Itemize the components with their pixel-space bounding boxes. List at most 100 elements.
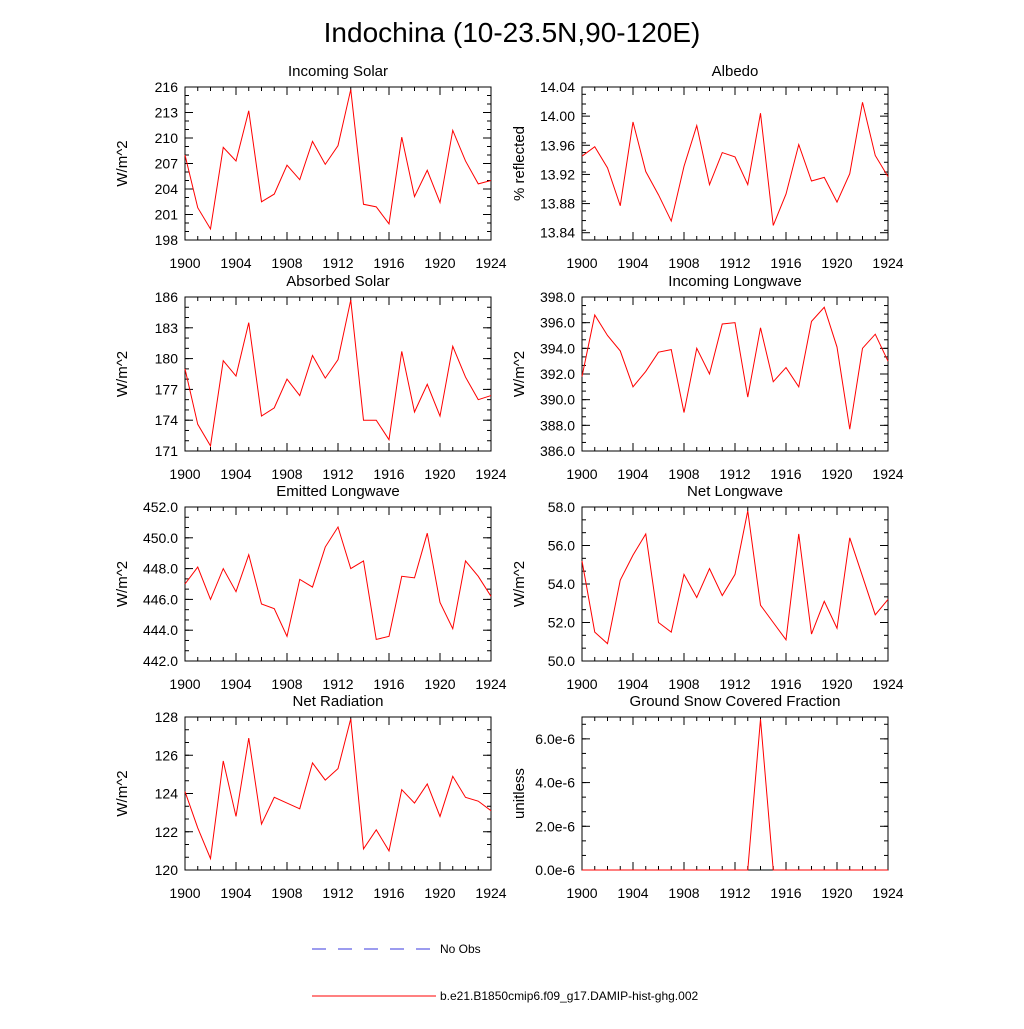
x-tick-label: 1924	[872, 466, 903, 482]
x-tick-label: 1900	[566, 255, 597, 271]
series-line-albedo	[581, 102, 889, 226]
y-tick-label: 201	[155, 207, 179, 223]
plot-frame	[184, 296, 492, 452]
x-tick-label: 1904	[220, 255, 251, 271]
y-tick-label: 14.04	[540, 79, 575, 95]
x-tick-label: 1904	[617, 466, 648, 482]
y-tick-label: 198	[155, 232, 179, 248]
x-tick-label: 1904	[617, 885, 648, 901]
y-axis-label-net-longwave: W/m^2	[511, 561, 528, 607]
series-line-absorbed-solar	[184, 299, 492, 448]
panel-title-incoming-longwave: Incoming Longwave	[668, 273, 801, 290]
y-tick-label: 0.0e-6	[535, 862, 575, 878]
x-tick-label: 1908	[271, 676, 302, 692]
x-tick-label: 1908	[271, 885, 302, 901]
panel-incoming-solar: Incoming Solar W/m^2 198 201 204 207 210 213 216…	[114, 63, 507, 271]
y-axis-label-incoming-solar: W/m^2	[114, 140, 131, 186]
y-tick-label: 14.00	[540, 108, 575, 124]
x-tick-label: 1908	[271, 466, 302, 482]
y-tick-label: 450.0	[143, 530, 178, 546]
y-axis-label-net-radiation: W/m^2	[114, 770, 131, 816]
x-tick-label: 1924	[475, 676, 506, 692]
x-tick-label: 1912	[719, 676, 750, 692]
x-tick-label: 1904	[617, 255, 648, 271]
y-tick-label: 213	[155, 105, 179, 121]
x-tick-label: 1912	[719, 255, 750, 271]
y-axis-label-emitted-longwave: W/m^2	[114, 561, 131, 607]
y-tick-label: 388.0	[540, 417, 575, 433]
x-tick-label: 1900	[566, 885, 597, 901]
plot-frame	[581, 506, 889, 662]
x-tick-label: 1912	[322, 466, 353, 482]
y-tick-label: 50.0	[548, 653, 575, 669]
x-tick-label: 1900	[169, 885, 200, 901]
y-axis-label-absorbed-solar: W/m^2	[114, 351, 131, 397]
legend-label-model-run: b.e21.B1850cmip6.f09_g17.DAMIP-hist-ghg.…	[440, 989, 698, 1003]
x-tick-label: 1900	[169, 255, 200, 271]
y-tick-label: 446.0	[143, 591, 178, 607]
panel-incoming-longwave: Incoming Longwave W/m^2 386.0 388.0 390.0 392…	[511, 273, 904, 482]
x-tick-label: 1916	[373, 466, 404, 482]
y-tick-label: 448.0	[143, 561, 178, 577]
x-tick-label: 1916	[373, 885, 404, 901]
x-tick-label: 1908	[668, 466, 699, 482]
x-tick-label: 1924	[872, 255, 903, 271]
y-axis-label-albedo: % reflected	[511, 126, 528, 201]
plot-frame	[184, 86, 492, 241]
x-tick-label: 1920	[424, 466, 455, 482]
x-tick-label: 1900	[566, 466, 597, 482]
panel-emitted-longwave: Emitted Longwave W/m^2 442.0 444.0 446.0 448.…	[114, 483, 507, 692]
panel-title-incoming-solar: Incoming Solar	[288, 63, 388, 80]
y-tick-label: 398.0	[540, 289, 575, 305]
x-tick-label: 1904	[617, 676, 648, 692]
panel-title-albedo: Albedo	[712, 63, 759, 80]
y-tick-label: 13.88	[540, 196, 575, 212]
y-tick-label: 6.0e-6	[535, 731, 575, 747]
x-tick-label: 1924	[475, 466, 506, 482]
panel-net-radiation: Net Radiation W/m^2 120 122 124 126 128 1900 190…	[114, 693, 507, 901]
x-tick-label: 1924	[475, 885, 506, 901]
x-tick-label: 1916	[770, 885, 801, 901]
x-tick-label: 1900	[169, 466, 200, 482]
x-tick-label: 1920	[424, 676, 455, 692]
panel-albedo: Albedo % reflected 13.84 13.88 13.92 13.96 14.…	[511, 63, 904, 271]
plot-frame	[581, 296, 889, 452]
y-tick-label: 452.0	[143, 499, 178, 515]
y-tick-label: 444.0	[143, 622, 178, 638]
y-tick-label: 54.0	[548, 576, 575, 592]
x-tick-label: 1924	[872, 885, 903, 901]
x-tick-label: 1912	[322, 676, 353, 692]
y-tick-label: 56.0	[548, 538, 575, 554]
x-tick-label: 1900	[169, 676, 200, 692]
y-tick-label: 204	[155, 181, 179, 197]
x-tick-label: 1904	[220, 885, 251, 901]
panels: Incoming Solar W/m^2 198 201 204 207 210 213 216…	[114, 63, 904, 901]
x-tick-label: 1908	[271, 255, 302, 271]
y-tick-label: 216	[155, 79, 179, 95]
x-tick-label: 1920	[821, 255, 852, 271]
series-line-incoming-longwave	[581, 306, 889, 430]
series-line-net-longwave	[581, 510, 889, 645]
x-tick-label: 1908	[668, 676, 699, 692]
panel-ground-snow-covered-fraction: Ground Snow Covered Fraction unitless 0.0e…	[511, 693, 904, 901]
plot-frame	[581, 86, 889, 241]
x-tick-label: 1924	[872, 676, 903, 692]
y-axis-label-ground-snow-covered-fraction: unitless	[511, 768, 528, 819]
panel-title-ground-snow-covered-fraction: Ground Snow Covered Fraction	[630, 693, 841, 710]
x-tick-label: 1920	[821, 466, 852, 482]
legend-label-no-obs: No Obs	[440, 942, 481, 956]
y-tick-label: 13.84	[540, 225, 575, 241]
y-tick-label: 174	[155, 412, 179, 428]
x-tick-label: 1916	[373, 676, 404, 692]
x-tick-label: 1912	[322, 885, 353, 901]
y-tick-label: 183	[155, 320, 179, 336]
y-tick-label: 52.0	[548, 615, 575, 631]
y-tick-label: 392.0	[540, 366, 575, 382]
x-tick-label: 1912	[719, 466, 750, 482]
y-tick-label: 2.0e-6	[535, 818, 575, 834]
y-tick-label: 386.0	[540, 443, 575, 459]
y-tick-label: 396.0	[540, 315, 575, 331]
y-tick-label: 442.0	[143, 653, 178, 669]
y-tick-label: 186	[155, 289, 179, 305]
